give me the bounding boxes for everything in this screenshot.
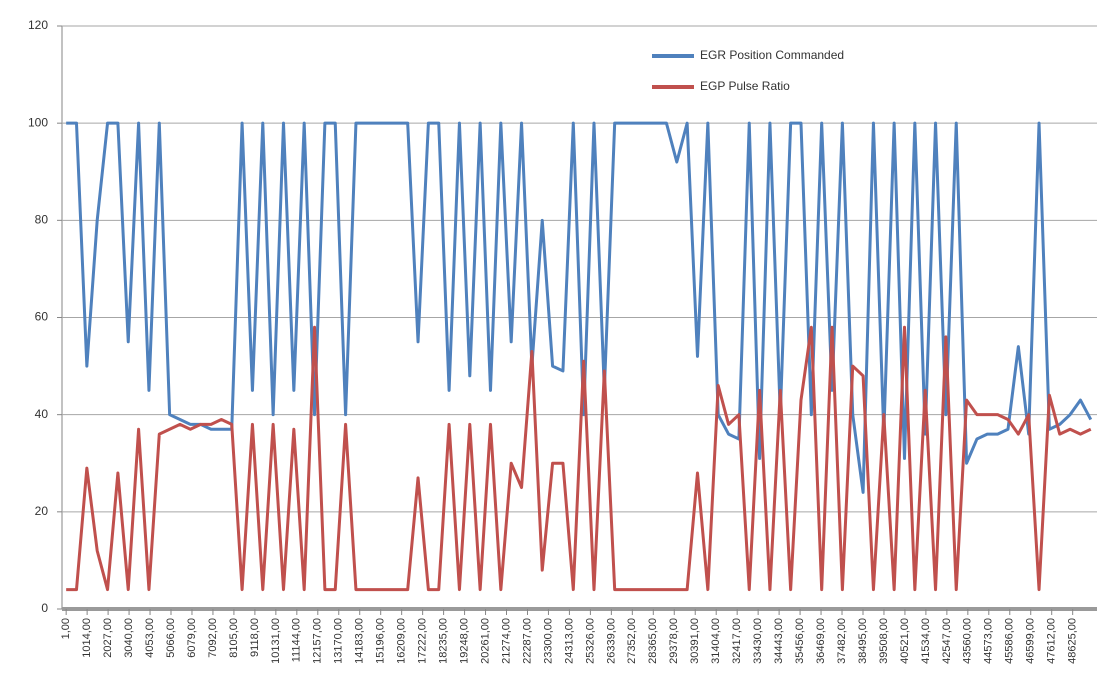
x-tick-label: 37482,00 [836, 618, 848, 664]
x-tick-label: 20261,00 [479, 618, 491, 664]
x-tick-label: 21274,00 [500, 618, 512, 664]
x-tick-label: 47612,00 [1046, 618, 1058, 664]
x-tick-label: 13170,00 [333, 618, 345, 664]
x-tick-label: 3040,00 [123, 618, 135, 658]
y-tick-label: 120 [28, 18, 48, 32]
x-tick-label: 10131,00 [270, 618, 282, 664]
y-tick-label: 0 [41, 601, 48, 615]
y-tick-label: 20 [35, 504, 49, 518]
x-tick-label: 9118,00 [249, 618, 261, 657]
x-tick-label: 42547,00 [941, 618, 953, 664]
x-tick-label: 27352,00 [626, 618, 638, 664]
x-tick-label: 7092,00 [207, 618, 219, 658]
x-tick-label: 30391,00 [689, 618, 701, 664]
x-tick-label: 1014,00 [81, 618, 93, 658]
x-tick-label: 15196,00 [375, 618, 387, 664]
x-tick-label: 43560,00 [962, 618, 974, 664]
x-tick-label: 8105,00 [228, 618, 240, 658]
legend-label: EGR Position Commanded [700, 48, 844, 62]
x-tick-label: 32417,00 [731, 618, 743, 664]
x-tick-label: 31404,00 [710, 618, 722, 664]
x-tick-label: 34443,00 [773, 618, 785, 664]
y-tick-label: 60 [35, 310, 49, 324]
x-tick-label: 19248,00 [458, 618, 470, 664]
x-tick-label: 22287,00 [521, 618, 533, 664]
x-tick-label: 5066,00 [165, 618, 177, 658]
x-tick-label: 45586,00 [1004, 618, 1016, 664]
x-tick-label: 11144,00 [291, 618, 303, 662]
legend-label: EGP Pulse Ratio [700, 79, 790, 93]
x-tick-label: 25326,00 [584, 618, 596, 664]
x-tick-label: 46599,00 [1025, 618, 1037, 664]
x-tick-label: 4053,00 [144, 618, 156, 658]
x-tick-label: 26339,00 [605, 618, 617, 664]
x-tick-label: 16209,00 [396, 618, 408, 664]
x-tick-label: 28365,00 [647, 618, 659, 664]
x-tick-label: 29378,00 [668, 618, 680, 664]
y-tick-label: 80 [35, 213, 49, 227]
y-tick-label: 100 [28, 115, 48, 129]
y-tick-label: 40 [35, 407, 49, 421]
x-tick-label: 1,00 [60, 618, 72, 639]
x-tick-label: 33430,00 [752, 618, 764, 664]
x-tick-label: 14183,00 [354, 618, 366, 664]
x-tick-label: 39508,00 [878, 618, 890, 664]
x-tick-label: 38495,00 [857, 618, 869, 664]
x-tick-label: 18235,00 [438, 618, 450, 664]
x-tick-label: 24313,00 [563, 618, 575, 664]
series-line [66, 325, 1092, 592]
x-tick-label: 41534,00 [920, 618, 932, 664]
x-tick-label: 17222,00 [417, 618, 429, 664]
x-tick-label: 36469,00 [815, 618, 827, 664]
series-line [66, 121, 1093, 494]
x-tick-label: 2027,00 [102, 618, 114, 658]
x-tick-label: 44573,00 [983, 618, 995, 664]
x-tick-label: 48625,00 [1067, 618, 1079, 664]
x-tick-label: 23300,00 [542, 618, 554, 664]
x-tick-label: 40521,00 [899, 618, 911, 664]
x-tick-label: 6079,00 [186, 618, 198, 658]
x-tick-label: 12157,00 [312, 618, 324, 664]
x-tick-label: 35456,00 [794, 618, 806, 664]
